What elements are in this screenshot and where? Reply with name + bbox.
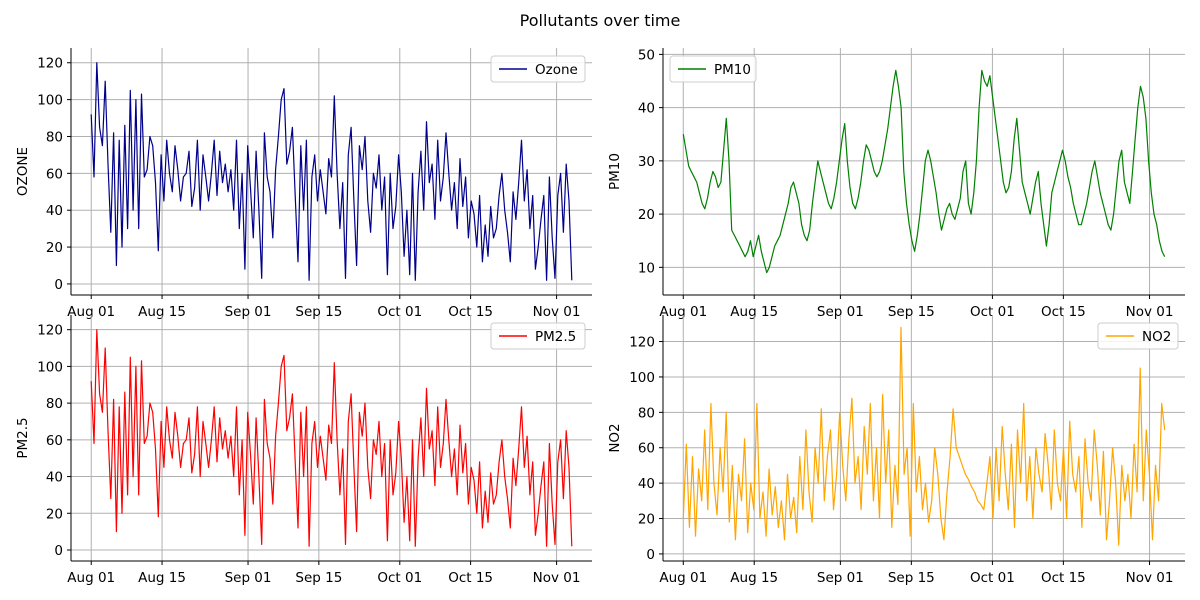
y-tick-label: 50 bbox=[638, 47, 655, 63]
y-tick-label: 80 bbox=[638, 405, 655, 421]
x-tick-label: Sep 15 bbox=[888, 570, 935, 586]
x-tick-label: Oct 15 bbox=[1041, 304, 1086, 320]
x-tick-label: Sep 01 bbox=[225, 570, 272, 586]
legend: PM10 bbox=[669, 55, 757, 83]
x-tick-label: Aug 01 bbox=[67, 570, 115, 586]
y-tick-label: 120 bbox=[37, 56, 63, 72]
y-tick-label: 40 bbox=[46, 470, 63, 486]
legend: PM2.5 bbox=[490, 322, 586, 350]
x-tick-label: Oct 01 bbox=[377, 304, 422, 320]
y-tick-label: 40 bbox=[46, 203, 63, 219]
y-tick-label: 30 bbox=[638, 154, 655, 170]
y-tick-label: 120 bbox=[37, 323, 63, 339]
x-tick-label: Oct 15 bbox=[448, 570, 493, 586]
x-tick-label: Nov 01 bbox=[533, 570, 581, 586]
y-tick-label: 100 bbox=[37, 359, 63, 375]
series-line-pm25 bbox=[90, 329, 573, 547]
x-tick-label: Nov 01 bbox=[1126, 304, 1174, 320]
y-tick-label: 10 bbox=[638, 260, 655, 276]
legend: Ozone bbox=[490, 55, 586, 83]
y-tick-label: 0 bbox=[646, 547, 655, 563]
y-tick-label: 40 bbox=[638, 476, 655, 492]
y-axis-label: PM2.5 bbox=[15, 417, 31, 458]
x-tick-label: Aug 01 bbox=[659, 570, 707, 586]
y-tick-label: 100 bbox=[37, 93, 63, 109]
x-tick-label: Oct 01 bbox=[970, 570, 1015, 586]
x-tick-label: Sep 01 bbox=[225, 304, 272, 320]
x-tick-label: Sep 15 bbox=[295, 570, 342, 586]
y-tick-label: 20 bbox=[46, 506, 63, 522]
legend-label: NO2 bbox=[1142, 329, 1171, 345]
y-tick-label: 60 bbox=[46, 433, 63, 449]
y-tick-label: 60 bbox=[638, 441, 655, 457]
x-tick-label: Nov 01 bbox=[1126, 570, 1174, 586]
legend-box bbox=[490, 322, 586, 350]
x-tick-label: Sep 01 bbox=[817, 304, 864, 320]
series-line-ozone bbox=[90, 62, 573, 281]
y-tick-label: 100 bbox=[629, 370, 655, 386]
legend-label: PM2.5 bbox=[535, 329, 576, 345]
x-tick-label: Sep 15 bbox=[888, 304, 935, 320]
series-line-no2 bbox=[682, 326, 1166, 546]
y-tick-label: 0 bbox=[54, 543, 63, 559]
x-tick-label: Sep 01 bbox=[817, 570, 864, 586]
panel-2: 10 20 30 40 50 Aug 01 Aug 15 Sep 01 Sep 15 Oct 01… bbox=[607, 47, 1185, 320]
x-tick-label: Aug 15 bbox=[730, 570, 778, 586]
x-tick-label: Oct 01 bbox=[970, 304, 1015, 320]
legend-box bbox=[490, 55, 586, 83]
y-tick-label: 20 bbox=[638, 512, 655, 528]
x-tick-label: Aug 15 bbox=[730, 304, 778, 320]
x-tick-label: Aug 15 bbox=[138, 304, 186, 320]
legend-box bbox=[669, 55, 757, 83]
y-tick-label: 0 bbox=[54, 277, 63, 293]
y-tick-label: 40 bbox=[638, 101, 655, 117]
y-tick-label: 20 bbox=[46, 240, 63, 256]
panel-3: 0 20 40 60 80 100 120 Aug 01 Aug 15 Sep 01 Sep 15 O… bbox=[15, 315, 592, 586]
legend-box bbox=[1097, 322, 1179, 350]
y-tick-label: 80 bbox=[46, 396, 63, 412]
x-tick-label: Aug 01 bbox=[67, 304, 115, 320]
y-axis-label: OZONE bbox=[15, 147, 31, 196]
y-tick-label: 60 bbox=[46, 166, 63, 182]
x-tick-label: Aug 15 bbox=[138, 570, 186, 586]
series-line-pm10 bbox=[682, 69, 1166, 274]
panel-1: 0 20 40 60 80 100 120 Aug 01 Aug 15 Sep 01 Sep 15 O… bbox=[15, 48, 592, 320]
y-tick-label: 20 bbox=[638, 207, 655, 223]
x-tick-label: Oct 01 bbox=[377, 570, 422, 586]
panel-4: 0 20 40 60 80 100 120 Aug 01 Aug 15 Sep 01 Sep 15 O… bbox=[607, 315, 1185, 586]
x-tick-label: Sep 15 bbox=[295, 304, 342, 320]
y-axis-label: PM10 bbox=[607, 153, 623, 190]
legend: NO2 bbox=[1097, 322, 1179, 350]
y-axis-label: NO2 bbox=[607, 423, 623, 452]
figure-title: Pollutants over time bbox=[520, 11, 681, 30]
y-tick-label: 120 bbox=[629, 335, 655, 351]
x-tick-label: Aug 01 bbox=[659, 304, 707, 320]
legend-label: PM10 bbox=[714, 62, 751, 78]
x-tick-label: Oct 15 bbox=[448, 304, 493, 320]
y-tick-label: 80 bbox=[46, 129, 63, 145]
x-tick-label: Oct 15 bbox=[1041, 570, 1086, 586]
legend-label: Ozone bbox=[535, 62, 578, 78]
x-tick-label: Nov 01 bbox=[533, 304, 581, 320]
